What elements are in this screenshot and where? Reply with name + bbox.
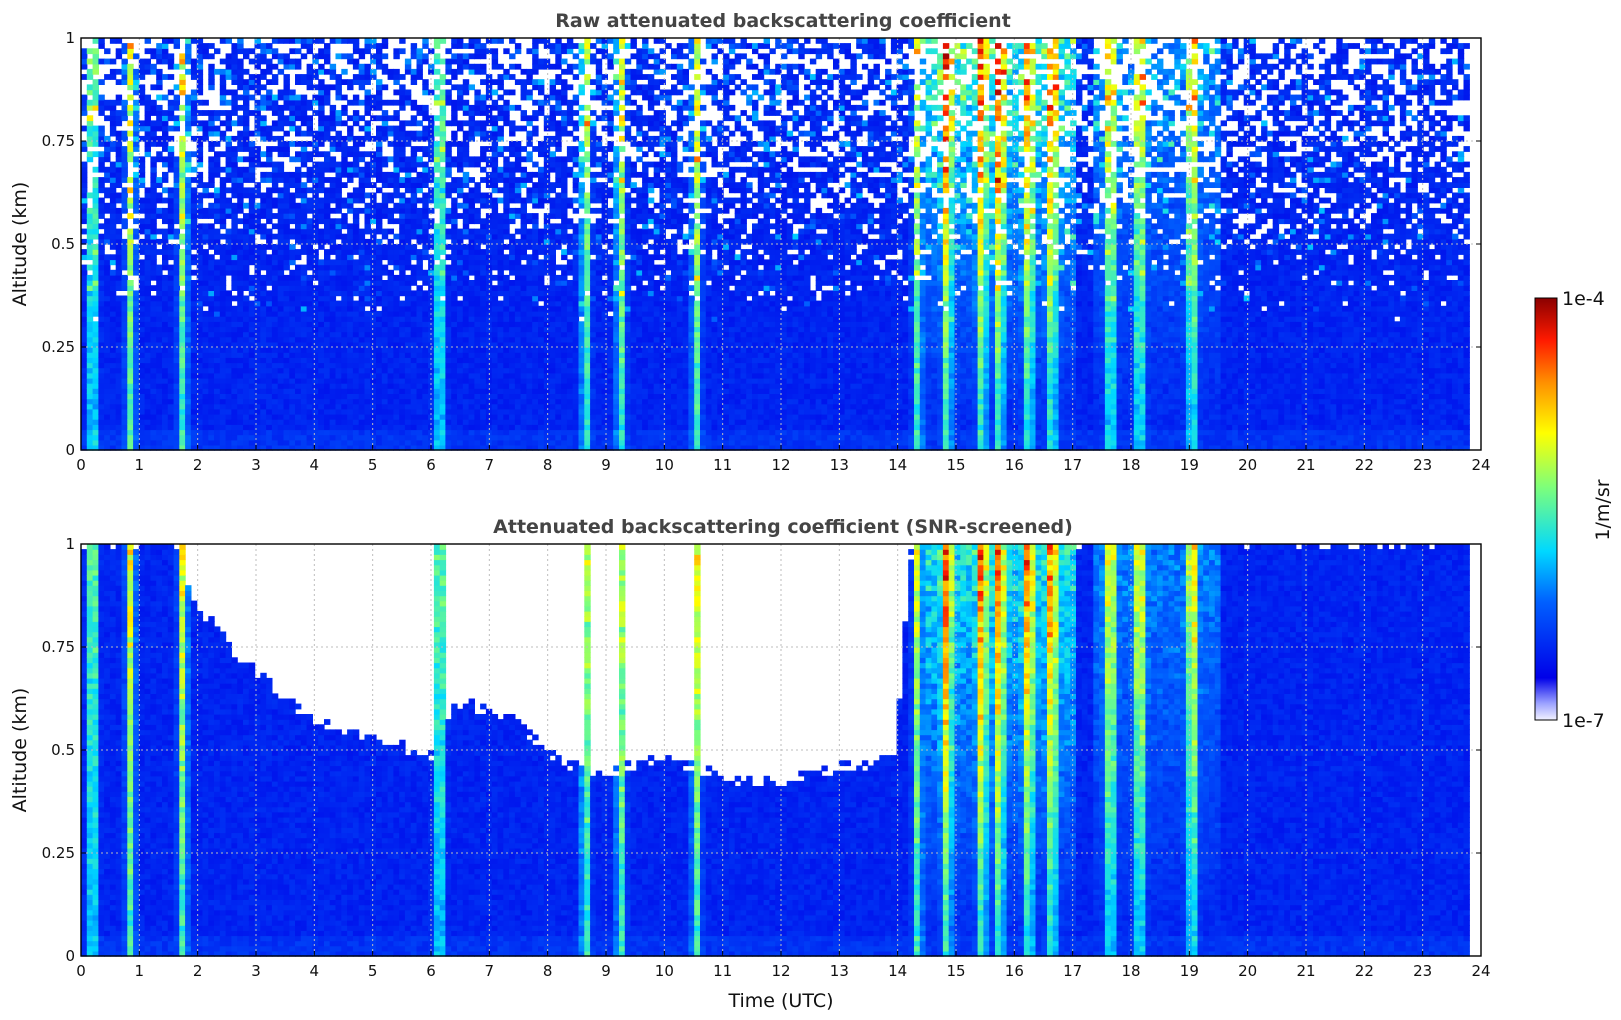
x-tick-label: 22 — [1355, 456, 1374, 474]
raw-panel-title: Raw attenuated backscattering coefficien… — [555, 10, 1011, 32]
x-tick-label: 13 — [830, 456, 849, 474]
x-tick-label: 11 — [713, 456, 732, 474]
x-tick-label: 1 — [135, 962, 145, 980]
y-tick-label: 0.75 — [42, 132, 75, 150]
x-tick-label: 1 — [135, 456, 145, 474]
x-tick-label: 15 — [946, 962, 965, 980]
y-tick-label: 0 — [65, 441, 75, 459]
raw-backscatter-panel: Raw attenuated backscattering coefficien… — [9, 10, 1491, 474]
x-tick-label: 10 — [655, 456, 674, 474]
x-tick-label: 3 — [251, 962, 261, 980]
screened-backscatter-panel: Attenuated backscattering coefficient (S… — [9, 516, 1491, 1012]
x-tick-label: 13 — [830, 962, 849, 980]
figure: Raw attenuated backscattering coefficien… — [0, 0, 1621, 1020]
x-tick-label: 24 — [1471, 962, 1490, 980]
raw-y-axis-label: Altitude (km) — [9, 182, 31, 307]
x-tick-label: 4 — [310, 962, 320, 980]
x-tick-label: 16 — [1005, 962, 1024, 980]
colorbar: 1e-4 1e-7 1/m/sr — [1535, 288, 1614, 732]
x-tick-label: 4 — [310, 456, 320, 474]
y-tick-label: 1 — [65, 535, 75, 553]
x-tick-label: 14 — [888, 962, 907, 980]
x-tick-label: 17 — [1063, 456, 1082, 474]
x-tick-label: 2 — [193, 962, 203, 980]
colorbar-unit-label: 1/m/sr — [1592, 479, 1614, 540]
x-tick-label: 10 — [655, 962, 674, 980]
x-tick-label: 16 — [1005, 456, 1024, 474]
x-tick-label: 24 — [1471, 456, 1490, 474]
x-tick-label: 8 — [543, 456, 553, 474]
x-tick-label: 7 — [485, 456, 495, 474]
x-tick-label: 21 — [1296, 962, 1315, 980]
x-tick-label: 23 — [1413, 962, 1432, 980]
x-tick-label: 23 — [1413, 456, 1432, 474]
x-tick-label: 14 — [888, 456, 907, 474]
x-tick-label: 3 — [251, 456, 261, 474]
screened-y-axis-label: Altitude (km) — [9, 688, 31, 813]
x-tick-label: 9 — [601, 962, 611, 980]
x-tick-label: 0 — [76, 962, 86, 980]
x-tick-label: 12 — [771, 962, 790, 980]
x-tick-label: 20 — [1238, 962, 1257, 980]
x-tick-label: 6 — [426, 456, 436, 474]
x-tick-label: 17 — [1063, 962, 1082, 980]
y-tick-label: 0.25 — [42, 338, 75, 356]
x-tick-label: 0 — [76, 456, 86, 474]
x-tick-label: 18 — [1121, 962, 1140, 980]
y-tick-label: 0.5 — [51, 235, 75, 253]
x-tick-label: 19 — [1180, 456, 1199, 474]
colorbar-gradient — [1535, 298, 1557, 720]
colorbar-max-label: 1e-4 — [1562, 288, 1605, 310]
colorbar-min-label: 1e-7 — [1562, 710, 1605, 732]
x-tick-label: 18 — [1121, 456, 1140, 474]
x-tick-label: 12 — [771, 456, 790, 474]
screened-panel-title: Attenuated backscattering coefficient (S… — [493, 516, 1073, 538]
x-axis-label: Time (UTC) — [727, 990, 833, 1012]
x-tick-label: 15 — [946, 456, 965, 474]
x-tick-label: 6 — [426, 962, 436, 980]
y-tick-label: 0.75 — [42, 638, 75, 656]
x-tick-label: 19 — [1180, 962, 1199, 980]
x-tick-label: 22 — [1355, 962, 1374, 980]
y-tick-label: 0.25 — [42, 844, 75, 862]
y-tick-label: 1 — [65, 29, 75, 47]
x-tick-label: 9 — [601, 456, 611, 474]
x-tick-label: 11 — [713, 962, 732, 980]
x-tick-label: 5 — [368, 456, 378, 474]
x-tick-label: 2 — [193, 456, 203, 474]
x-tick-label: 21 — [1296, 456, 1315, 474]
y-tick-label: 0.5 — [51, 741, 75, 759]
x-tick-label: 8 — [543, 962, 553, 980]
y-tick-label: 0 — [65, 947, 75, 965]
x-tick-label: 5 — [368, 962, 378, 980]
x-tick-label: 7 — [485, 962, 495, 980]
x-tick-label: 20 — [1238, 456, 1257, 474]
